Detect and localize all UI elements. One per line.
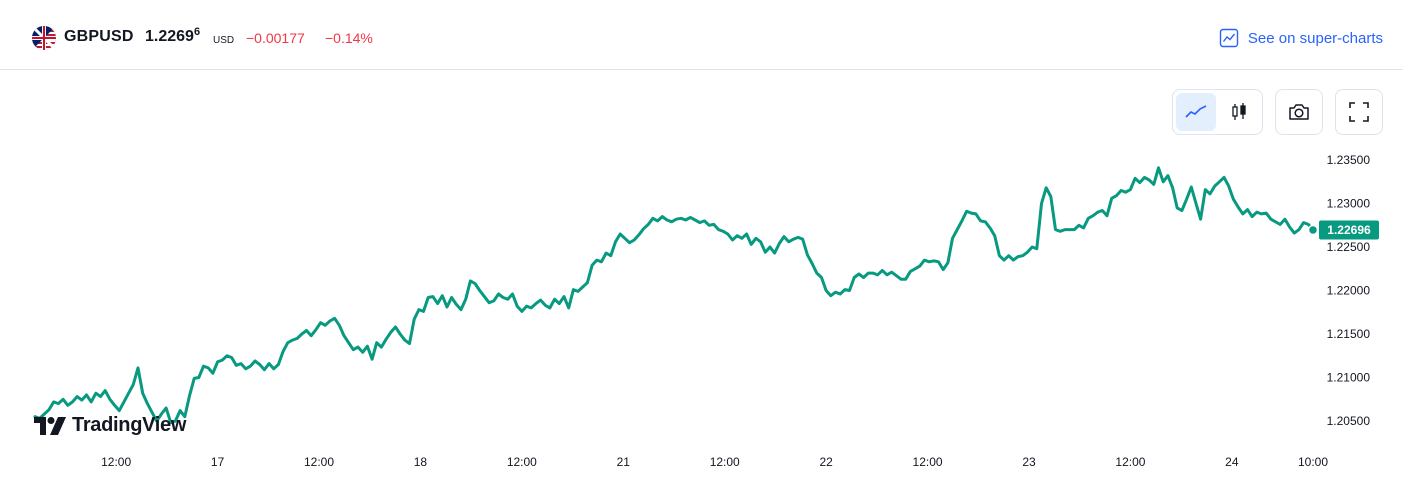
last-price-label: 1.22696 bbox=[1319, 220, 1379, 240]
y-tick-label: 1.21000 bbox=[1327, 371, 1371, 385]
y-tick-label: 1.22500 bbox=[1327, 240, 1371, 254]
line-chart-icon bbox=[1185, 105, 1207, 118]
fullscreen-group bbox=[1335, 89, 1383, 135]
y-axis: 1.23500 1.23000 1.22500 1.22000 1.21500 1.210… bbox=[1327, 153, 1371, 428]
price-series-line bbox=[33, 166, 1315, 425]
tradingview-logo-icon bbox=[34, 416, 66, 435]
candlestick-icon bbox=[1232, 103, 1246, 120]
symbol-header: GBPUSD 1.22696 USD −0.00177 −0.14% See o… bbox=[0, 0, 1403, 70]
x-tick-label: 12:00 bbox=[507, 455, 537, 469]
x-tick-label: 21 bbox=[617, 455, 631, 469]
uk-us-flag-icon bbox=[32, 26, 56, 50]
x-tick-label: 17 bbox=[211, 455, 225, 469]
see-on-super-charts-link[interactable]: See on super-charts bbox=[1219, 26, 1383, 50]
x-tick-label: 10:00 bbox=[1298, 455, 1328, 469]
y-tick-label: 1.23000 bbox=[1327, 197, 1371, 211]
price-line-chart[interactable]: 1.23500 1.23000 1.22500 1.22000 1.21500 1.210… bbox=[0, 140, 1403, 489]
price-change-percent: −0.14% bbox=[325, 30, 373, 46]
candlestick-button[interactable] bbox=[1219, 93, 1259, 131]
camera-icon bbox=[1289, 104, 1309, 120]
x-tick-label: 12:00 bbox=[1115, 455, 1145, 469]
fullscreen-icon bbox=[1349, 102, 1369, 122]
line-chart-button[interactable] bbox=[1176, 93, 1216, 131]
x-tick-label: 22 bbox=[819, 455, 833, 469]
screenshot-button[interactable] bbox=[1279, 93, 1319, 131]
y-tick-label: 1.21500 bbox=[1327, 327, 1371, 341]
x-tick-label: 23 bbox=[1022, 455, 1036, 469]
x-tick-label: 24 bbox=[1225, 455, 1239, 469]
price-currency: USD bbox=[213, 35, 235, 46]
x-axis: 12:00 17 12:00 18 12:00 21 12:00 22 12:00 23 12:00… bbox=[101, 455, 1328, 469]
svg-text:1.22696: 1.22696 bbox=[1327, 223, 1371, 237]
x-tick-label: 12:00 bbox=[913, 455, 943, 469]
x-tick-label: 12:00 bbox=[710, 455, 740, 469]
y-tick-label: 1.20500 bbox=[1327, 414, 1371, 428]
chart-link-icon bbox=[1219, 28, 1239, 48]
y-tick-label: 1.22000 bbox=[1327, 284, 1371, 298]
x-tick-label: 12:00 bbox=[101, 455, 131, 469]
last-price-dot bbox=[1307, 224, 1319, 236]
price-change: −0.00177 bbox=[246, 30, 305, 46]
chart-style-toggle bbox=[1172, 89, 1263, 135]
x-tick-label: 18 bbox=[414, 455, 428, 469]
fullscreen-button[interactable] bbox=[1339, 93, 1379, 131]
x-tick-label: 12:00 bbox=[304, 455, 334, 469]
y-tick-label: 1.23500 bbox=[1327, 153, 1371, 167]
symbol-name[interactable]: GBPUSD bbox=[64, 28, 134, 45]
last-price: 1.22696 bbox=[145, 26, 201, 45]
screenshot-group bbox=[1275, 89, 1323, 135]
tradingview-logo[interactable]: TradingView bbox=[34, 414, 186, 437]
